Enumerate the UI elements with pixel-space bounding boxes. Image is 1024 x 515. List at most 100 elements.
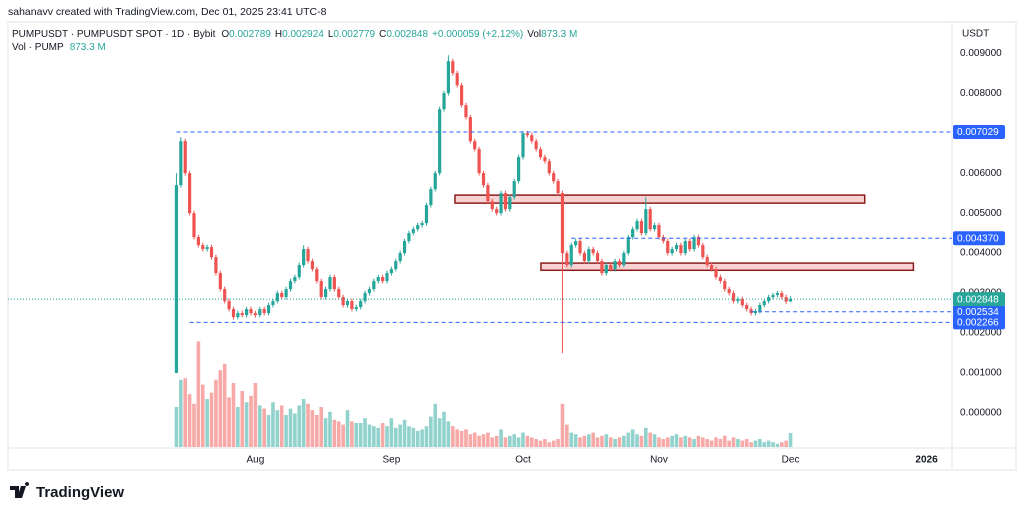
- candle-body: [372, 281, 376, 290]
- candle-body: [227, 301, 231, 310]
- candle-body: [477, 149, 481, 174]
- volume-bar: [262, 408, 266, 447]
- y-tick-label: 0.000000: [960, 408, 1002, 419]
- ohlc-value: 0.002924: [282, 29, 324, 40]
- level-label-bg: [953, 124, 1005, 139]
- volume-bar: [626, 432, 631, 447]
- candle-body: [569, 245, 573, 266]
- volume-value: 873.3 M: [70, 42, 106, 53]
- volume-bar: [494, 435, 499, 447]
- volume-bar: [674, 434, 679, 447]
- volume-bar: [749, 442, 753, 447]
- candle-body: [398, 253, 402, 262]
- volume-bar: [464, 429, 468, 447]
- candle-body: [468, 117, 472, 142]
- candle-body: [609, 265, 613, 270]
- volume-bar: [319, 407, 324, 447]
- candle-body: [740, 299, 744, 306]
- candle-body: [565, 253, 569, 266]
- plot-area: 0.0000000.0010000.0020000.0030000.004000…: [8, 48, 1005, 466]
- candle-body: [714, 269, 718, 278]
- volume-bar: [679, 437, 683, 447]
- volume-bar: [788, 433, 793, 447]
- candle-body: [749, 309, 753, 314]
- volume-bar: [740, 440, 745, 447]
- ohlc-key: C: [379, 29, 386, 40]
- volume-bar: [687, 437, 692, 447]
- candle-body: [376, 277, 380, 282]
- volume-bar: [306, 403, 310, 447]
- candle-body: [521, 133, 525, 158]
- candle-body: [249, 309, 253, 314]
- volume-bar: [538, 440, 543, 447]
- ohlc-key: L: [328, 29, 334, 40]
- candle-body: [407, 233, 411, 242]
- candle-body: [788, 299, 793, 302]
- candle-body: [429, 189, 433, 206]
- candle-body: [473, 141, 477, 150]
- candle-body: [367, 289, 372, 294]
- volume-bar: [257, 405, 262, 447]
- volume-bar: [214, 379, 218, 447]
- level-label: 0.002534: [957, 307, 999, 318]
- candle-body: [661, 237, 665, 242]
- volume-bar: [345, 410, 350, 447]
- volume-bar: [389, 418, 394, 447]
- candle-body: [337, 289, 341, 298]
- candle-body: [683, 241, 687, 254]
- vol-value: 873.3 M: [541, 29, 577, 40]
- candle-body: [459, 85, 464, 106]
- currency: USDT: [962, 29, 989, 40]
- volume-bar: [363, 418, 367, 447]
- candle-body: [574, 241, 578, 246]
- candle-body: [481, 173, 486, 186]
- volume-bar: [205, 399, 209, 447]
- volume-bar: [779, 442, 784, 447]
- ohlc-key: O: [221, 29, 229, 40]
- candle-body: [595, 253, 600, 262]
- volume-bar: [372, 426, 376, 447]
- volume-bar: [766, 440, 771, 447]
- candle-body: [394, 261, 398, 270]
- volume-bar: [209, 392, 214, 447]
- candle-body: [517, 157, 521, 182]
- volume-bar: [635, 434, 639, 447]
- volume-bar: [415, 431, 420, 447]
- volume-bar: [573, 434, 578, 447]
- candle-body: [547, 161, 551, 174]
- volume-bar: [393, 427, 398, 447]
- volume-bar: [705, 439, 710, 447]
- candle-body: [600, 261, 604, 274]
- volume-bar: [701, 437, 705, 447]
- level-label-bg: [953, 304, 1005, 319]
- candle-body: [442, 93, 446, 110]
- volume-bar: [293, 413, 297, 447]
- candle-body: [639, 221, 644, 234]
- volume-bar: [301, 399, 306, 447]
- volume-bar: [376, 427, 381, 447]
- ohlc-key: H: [275, 29, 282, 40]
- credit: sahanavv created with TradingView.com, D…: [8, 6, 327, 18]
- candle-body: [253, 313, 258, 316]
- volume-bar: [665, 437, 670, 447]
- volume-bar: [744, 439, 749, 447]
- candle-body: [692, 237, 696, 250]
- candle-body: [174, 185, 179, 374]
- candle-body: [775, 293, 780, 296]
- candle-body: [701, 245, 705, 258]
- candle-body: [784, 297, 788, 302]
- volume-bar: [244, 402, 249, 447]
- volume-bar: [310, 410, 315, 447]
- candle-body: [753, 311, 758, 314]
- volume-bar: [644, 427, 648, 447]
- candle-body: [205, 247, 209, 250]
- candle-body: [758, 305, 762, 312]
- candle-body: [236, 313, 240, 318]
- volume-bar: [451, 426, 455, 447]
- last-price-bg: [953, 292, 1005, 307]
- volume-bar: [758, 439, 762, 447]
- volume-bar: [424, 426, 429, 447]
- volume-bar: [183, 378, 188, 447]
- candle-body: [266, 305, 271, 314]
